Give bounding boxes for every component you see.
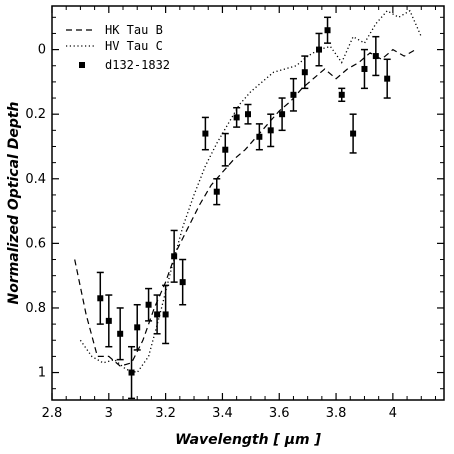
y-tick-label: 0.2 <box>25 107 46 122</box>
data-point-d132-1832 <box>105 317 112 324</box>
legend: HK Tau B HV Tau C d132-1832 <box>66 23 170 72</box>
y-tick-label: 0 <box>38 43 46 58</box>
data-point-d132-1832 <box>372 53 379 60</box>
data-point-d132-1832 <box>162 311 169 318</box>
data-point-d132-1832 <box>222 146 229 153</box>
data-point-d132-1832 <box>202 130 209 137</box>
data-point-d132-1832 <box>233 114 240 121</box>
data-point-d132-1832 <box>128 369 135 376</box>
y-tick-label: 1 <box>38 366 46 381</box>
data-point-d132-1832 <box>338 91 345 98</box>
data-point-d132-1832 <box>384 75 391 82</box>
data-point-d132-1832 <box>134 324 141 331</box>
data-point-d132-1832 <box>213 188 220 195</box>
series-line-hk-tau-b <box>74 48 416 367</box>
y-tick-label: 0.8 <box>25 301 46 316</box>
series-layer <box>74 9 422 400</box>
x-axis-title: Wavelength [ μm ] <box>175 432 321 448</box>
data-point-d132-1832 <box>316 46 323 53</box>
data-point-d132-1832 <box>97 295 104 302</box>
data-point-d132-1832 <box>256 133 263 140</box>
x-tick-label: 3.8 <box>326 406 347 421</box>
data-point-d132-1832 <box>145 301 152 308</box>
y-tick-label: 0.4 <box>25 172 46 187</box>
data-point-d132-1832 <box>350 130 357 137</box>
data-point-d132-1832 <box>154 311 161 318</box>
x-tick-label: 4 <box>389 406 397 421</box>
data-point-d132-1832 <box>117 330 124 337</box>
data-point-d132-1832 <box>267 127 274 134</box>
y-axis-title: Normalized Optical Depth <box>6 101 22 304</box>
x-tick-label: 3 <box>105 406 113 421</box>
legend-swatch-d132-1832 <box>79 62 85 68</box>
data-point-d132-1832 <box>179 279 186 286</box>
x-tick-label: 3.6 <box>269 406 290 421</box>
plot-frame <box>51 5 445 401</box>
data-point-d132-1832 <box>279 111 286 118</box>
data-point-d132-1832 <box>171 253 178 260</box>
legend-label-hk-tau-b: HK Tau B <box>105 23 163 37</box>
x-tick-label: 3.4 <box>212 406 233 421</box>
x-tick-label: 3.2 <box>155 406 176 421</box>
data-point-d132-1832 <box>290 91 297 98</box>
data-point-d132-1832 <box>324 27 331 34</box>
x-tick-label: 2.8 <box>42 406 63 421</box>
legend-label-d132-1832: d132-1832 <box>105 58 170 72</box>
data-point-d132-1832 <box>301 69 308 76</box>
data-point-d132-1832 <box>361 65 368 72</box>
y-tick-label: 0.6 <box>25 236 46 251</box>
legend-label-hv-tau-c: HV Tau C <box>105 39 163 53</box>
data-point-d132-1832 <box>245 111 251 118</box>
ticks-layer: 2.8 3 3.2 3.4 3.6 3.8 4 0 0.2 0.4 0.6 0.8 1 <box>25 6 444 421</box>
